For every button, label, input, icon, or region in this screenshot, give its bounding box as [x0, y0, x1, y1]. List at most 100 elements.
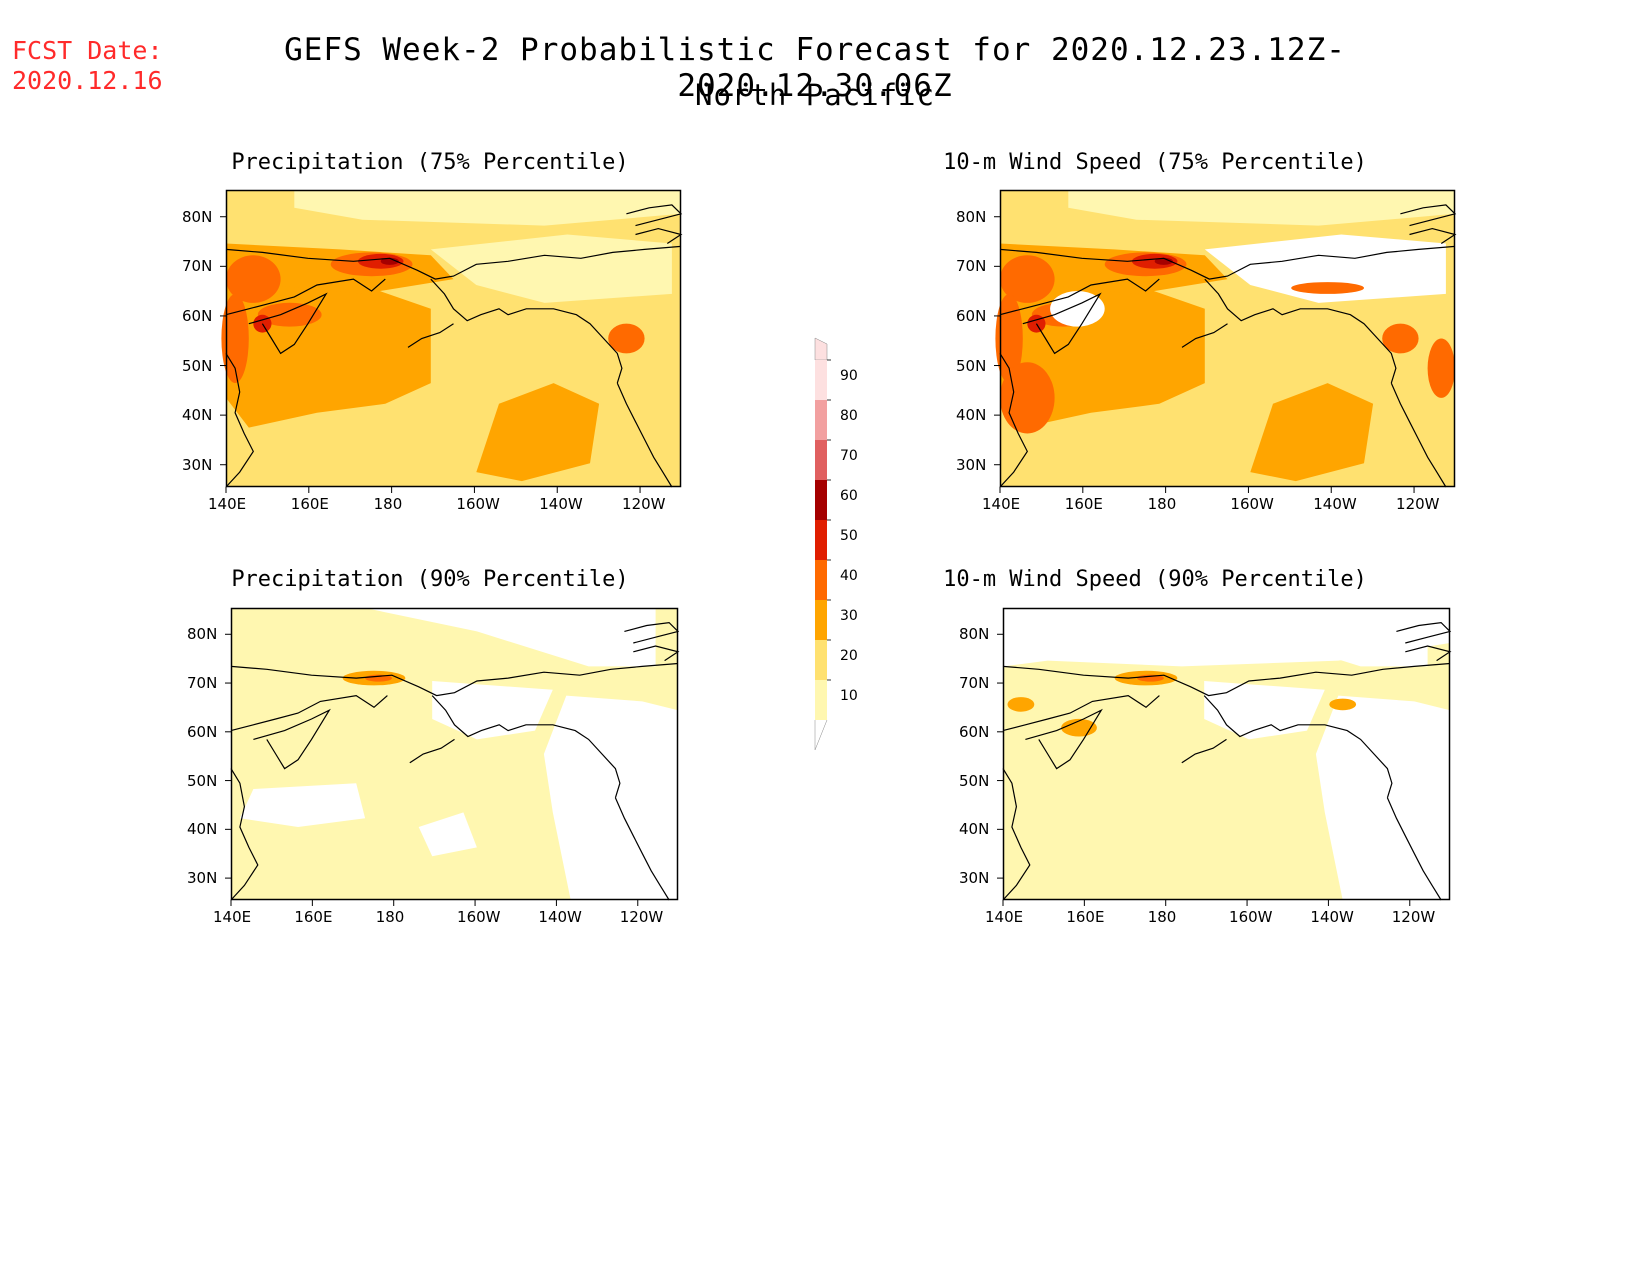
- colorbar-label: 10: [840, 688, 858, 704]
- coastline-aleutians: [407, 323, 454, 348]
- white-patch: [1050, 291, 1105, 327]
- coastline-asia: [230, 768, 259, 901]
- white-region-arctic: [1003, 608, 1428, 667]
- red-spot: [1131, 253, 1178, 269]
- colorbar-segment: [815, 520, 827, 560]
- coastline-arctic: [225, 245, 682, 280]
- coastline-namerica: [1390, 382, 1447, 488]
- lon-label: 160W: [1230, 495, 1274, 513]
- darkred-spot: [380, 257, 399, 265]
- orange-spot: [995, 294, 1023, 383]
- lon-label: 160E: [290, 495, 329, 513]
- lon-label: 140E: [213, 908, 252, 926]
- coastline-alaska: [1204, 278, 1397, 384]
- white-patch: [418, 812, 477, 857]
- map-frame: [1002, 607, 1451, 901]
- white-region-center: [432, 681, 553, 740]
- coastline-island: [1405, 645, 1452, 662]
- colorbar-segment: [815, 680, 827, 720]
- white-region-arctic: [231, 608, 656, 667]
- colorbar-segment: [815, 600, 827, 640]
- coastline-kamchatka: [1025, 708, 1103, 770]
- lon-label: 140E: [985, 908, 1024, 926]
- lon-label: 140W: [1310, 908, 1354, 926]
- panel-title-wind-90: 10-m Wind Speed (90% Percentile): [943, 567, 1367, 592]
- arctic-pale: [430, 234, 672, 303]
- map-frame: [230, 607, 679, 901]
- coastline-kamchatka: [253, 708, 331, 770]
- lat-label: 80N: [187, 625, 218, 644]
- coastline-kamchatka: [248, 292, 328, 355]
- pale-band: [294, 190, 681, 226]
- lat-label: 70N: [187, 674, 218, 693]
- colorbar-label: 50: [840, 528, 858, 544]
- lat-label: 40N: [182, 406, 213, 425]
- coastline-asia: [999, 353, 1028, 488]
- red-spot: [1027, 314, 1046, 333]
- lon-label: 120W: [1396, 495, 1440, 513]
- lon-label: 120W: [619, 908, 664, 926]
- white-patch: [239, 783, 366, 827]
- colorbar-segment: [815, 400, 827, 440]
- lat-label: 80N: [182, 207, 213, 226]
- coastline-siberia: [225, 278, 386, 316]
- orange-spot: [1000, 362, 1055, 434]
- orange-spot: [1000, 255, 1055, 303]
- white-region-east: [543, 695, 678, 900]
- lat-label: 70N: [182, 257, 213, 276]
- coastline-alaska: [430, 278, 623, 384]
- panel-title-precip-90: Precipitation (90% Percentile): [231, 567, 629, 592]
- coastline-kamchatka: [1022, 292, 1102, 355]
- colorbar-label: 90: [840, 368, 858, 384]
- panel-title-wind-75: 10-m Wind Speed (75% Percentile): [943, 150, 1367, 175]
- page-title: GEFS Week-2 Probabilistic Forecast for 2…: [284, 32, 1346, 104]
- precip-75-map: [220, 189, 683, 493]
- colorbar-label: 30: [840, 608, 858, 624]
- coastline-siberia: [999, 278, 1160, 316]
- wind-90-map: [997, 607, 1452, 906]
- colorbar-label: 70: [840, 448, 858, 464]
- coastline-asia: [1002, 768, 1031, 901]
- orange-spot: [221, 294, 249, 383]
- coastline-alaska: [431, 695, 621, 798]
- orange-spot: [1382, 323, 1419, 354]
- colorbar-segment: [815, 480, 827, 520]
- coastline-namerica: [616, 382, 673, 488]
- lon-label: 140E: [208, 495, 247, 513]
- white-region-center: [1204, 681, 1325, 740]
- colorbar-bottom-cap: [814, 719, 828, 750]
- lon-label: 160E: [1066, 908, 1105, 926]
- coastline-aleutians: [1181, 323, 1228, 348]
- lat-label: 50N: [182, 356, 213, 375]
- lat-label: 60N: [956, 306, 987, 325]
- lat-label: 80N: [956, 207, 987, 226]
- colorbar-segment: [815, 360, 827, 400]
- coastline-island: [633, 645, 680, 662]
- lat-label: 40N: [956, 406, 987, 425]
- colorbar-segment: [815, 440, 827, 480]
- lat-label: 60N: [959, 722, 990, 741]
- forecast-date-value: 2020.12.16: [12, 66, 163, 95]
- colorbar-segment: [815, 560, 827, 600]
- lat-label: 40N: [187, 820, 218, 839]
- lon-label: 120W: [622, 495, 666, 513]
- coastline-island: [1400, 204, 1457, 227]
- lat-label: 30N: [187, 869, 218, 888]
- lon-label: 160E: [1064, 495, 1103, 513]
- map-frame: [225, 189, 682, 488]
- forecast-date: FCST Date: 2020.12.16: [12, 36, 163, 96]
- panel-title-precip-75: Precipitation (75% Percentile): [231, 150, 629, 175]
- colorbar-label: 40: [840, 568, 858, 584]
- orange-region-east: [1250, 383, 1374, 482]
- lon-label: 180: [1147, 495, 1177, 513]
- map-frame: [999, 189, 1456, 488]
- lat-label: 70N: [959, 674, 990, 693]
- lat-label: 60N: [182, 306, 213, 325]
- coastline-namerica: [614, 797, 670, 901]
- lat-label: 40N: [959, 820, 990, 839]
- arctic-pale: [1204, 234, 1446, 303]
- lon-label: 160W: [456, 495, 500, 513]
- coastline-island: [1409, 227, 1457, 245]
- darkred-spot: [1154, 257, 1173, 265]
- lon-label: 140W: [1313, 495, 1357, 513]
